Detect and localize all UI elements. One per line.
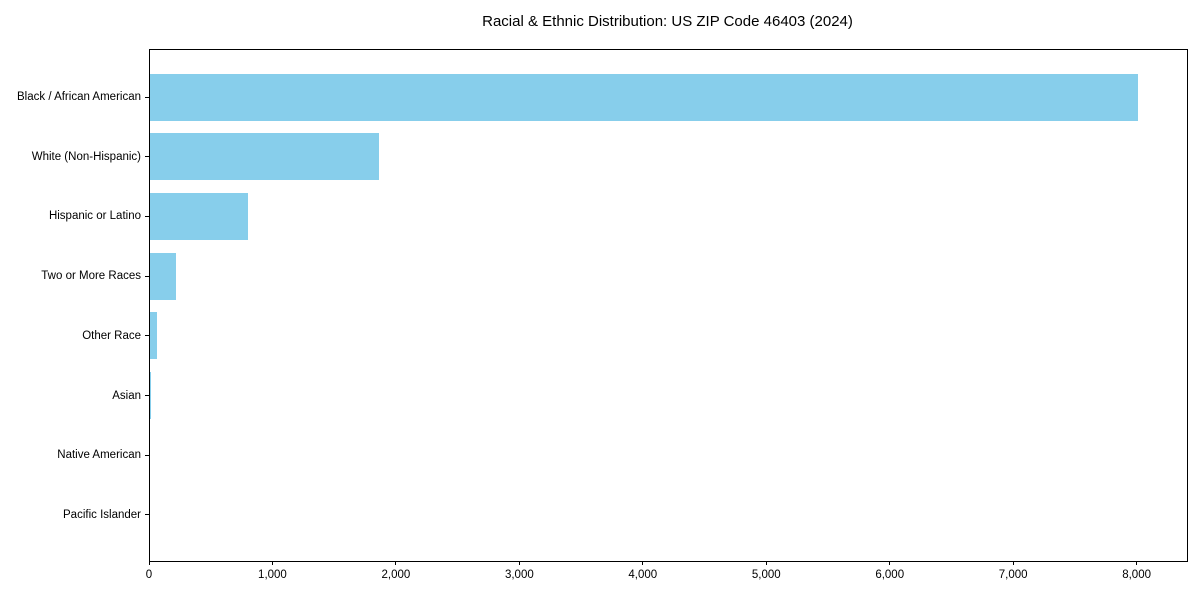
y-axis-tick (145, 275, 149, 277)
plot-area (149, 49, 1188, 562)
x-tick-label: 1,000 (258, 569, 287, 581)
x-axis-tick (271, 561, 273, 565)
x-tick-label: 2,000 (381, 569, 411, 581)
y-axis-tick (145, 395, 149, 397)
bar-black-african-american (150, 73, 1138, 121)
x-tick-label: 6,000 (875, 569, 905, 581)
y-tick-label: Asian (112, 389, 141, 402)
x-axis-tick (148, 561, 150, 565)
y-tick-label: Hispanic or Latino (48, 210, 141, 223)
y-tick-label: Native American (57, 449, 141, 462)
x-tick-label: 7,000 (998, 569, 1028, 581)
chart-title: Racial & Ethnic Distribution: US ZIP Cod… (482, 13, 853, 30)
y-tick-label: Two or More Races (41, 270, 141, 283)
x-tick-label: 0 (145, 569, 153, 581)
y-tick-label: White (Non-Hispanic) (31, 150, 141, 163)
x-tick-label: 8,000 (1122, 569, 1151, 581)
y-axis-tick (145, 454, 149, 456)
y-axis-tick (145, 514, 149, 516)
x-axis-tick (1136, 561, 1138, 565)
y-axis-tick (145, 96, 149, 98)
x-axis-tick (642, 561, 644, 565)
y-tick-label: Black / African American (17, 91, 141, 103)
y-axis-tick (145, 215, 149, 217)
x-axis-tick (1012, 561, 1014, 565)
bar-other-race (150, 312, 158, 360)
bar-two-or-more-races (150, 252, 176, 300)
y-axis-tick (145, 335, 149, 337)
bar-hispanic-or-latino (150, 192, 248, 240)
y-axis-tick (145, 156, 149, 158)
x-axis-tick (889, 561, 891, 565)
y-tick-label: Pacific Islander (63, 508, 141, 521)
x-axis-tick (765, 561, 767, 565)
y-tick-label: Other Race (82, 329, 141, 342)
x-tick-label: 5,000 (751, 569, 781, 581)
x-axis-tick (518, 561, 520, 565)
x-tick-label: 4,000 (628, 569, 658, 581)
x-tick-label: 3,000 (504, 569, 534, 581)
bar-white-non-hispanic (150, 133, 379, 181)
x-axis-tick (395, 561, 397, 565)
bar-asian (150, 372, 152, 420)
